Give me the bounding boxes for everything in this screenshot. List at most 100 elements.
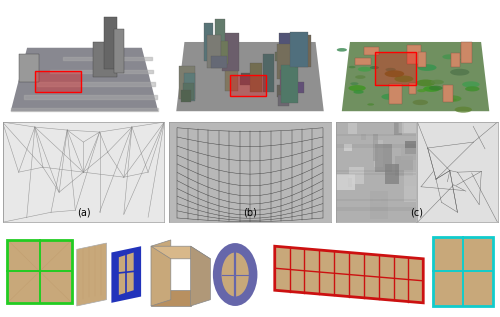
- Bar: [461, 45, 468, 55]
- Bar: [204, 23, 213, 61]
- Bar: [443, 85, 452, 102]
- Ellipse shape: [368, 103, 374, 106]
- Bar: [364, 47, 379, 55]
- Ellipse shape: [348, 66, 356, 68]
- Ellipse shape: [451, 58, 460, 61]
- Ellipse shape: [412, 100, 428, 105]
- Bar: [92, 42, 117, 77]
- Ellipse shape: [442, 54, 456, 59]
- Ellipse shape: [354, 90, 364, 94]
- Bar: [344, 144, 352, 152]
- Bar: [348, 123, 357, 134]
- Bar: [404, 170, 424, 186]
- Bar: [275, 52, 293, 61]
- Bar: [230, 75, 266, 96]
- Polygon shape: [176, 42, 324, 111]
- Ellipse shape: [416, 80, 436, 86]
- Bar: [222, 33, 239, 71]
- Ellipse shape: [418, 64, 436, 71]
- Bar: [278, 33, 298, 60]
- Bar: [19, 54, 38, 82]
- Polygon shape: [342, 42, 490, 111]
- Bar: [373, 134, 378, 161]
- Bar: [401, 148, 416, 160]
- Ellipse shape: [350, 82, 358, 85]
- Bar: [262, 54, 274, 92]
- Bar: [360, 134, 366, 140]
- Ellipse shape: [382, 94, 399, 100]
- Bar: [211, 55, 226, 68]
- Ellipse shape: [443, 95, 462, 102]
- Bar: [348, 178, 352, 187]
- Bar: [290, 32, 308, 68]
- Ellipse shape: [388, 84, 400, 88]
- Ellipse shape: [222, 253, 249, 296]
- Ellipse shape: [355, 75, 366, 79]
- Ellipse shape: [386, 68, 396, 71]
- Ellipse shape: [337, 48, 347, 52]
- Bar: [461, 42, 471, 63]
- Bar: [8, 240, 72, 303]
- Polygon shape: [151, 290, 190, 306]
- Bar: [396, 156, 413, 176]
- Bar: [356, 58, 372, 66]
- Bar: [433, 237, 492, 306]
- Bar: [394, 113, 402, 134]
- Text: (c): (c): [410, 208, 423, 218]
- Bar: [375, 144, 392, 172]
- Bar: [182, 83, 194, 100]
- Bar: [221, 41, 228, 64]
- Ellipse shape: [429, 86, 442, 90]
- Bar: [418, 52, 426, 67]
- Ellipse shape: [394, 75, 413, 82]
- Ellipse shape: [418, 89, 426, 92]
- Polygon shape: [119, 253, 134, 295]
- Bar: [336, 174, 354, 190]
- Polygon shape: [151, 240, 171, 306]
- Bar: [452, 53, 460, 67]
- Bar: [400, 123, 404, 133]
- Ellipse shape: [370, 66, 379, 69]
- Bar: [282, 65, 298, 103]
- Text: (b): (b): [243, 208, 257, 218]
- Ellipse shape: [462, 81, 479, 87]
- Bar: [8, 240, 72, 303]
- Ellipse shape: [465, 86, 479, 91]
- Polygon shape: [190, 246, 210, 306]
- Ellipse shape: [348, 85, 366, 91]
- Bar: [216, 19, 225, 56]
- Ellipse shape: [423, 86, 440, 92]
- Bar: [398, 121, 417, 133]
- Bar: [350, 166, 364, 184]
- Polygon shape: [10, 48, 158, 111]
- Bar: [250, 63, 262, 92]
- Bar: [433, 237, 492, 306]
- Ellipse shape: [384, 70, 404, 77]
- Bar: [406, 45, 422, 64]
- Bar: [225, 51, 238, 91]
- Bar: [374, 52, 416, 85]
- Ellipse shape: [450, 99, 456, 101]
- Bar: [36, 71, 81, 92]
- Bar: [280, 70, 288, 91]
- Polygon shape: [77, 243, 106, 306]
- Bar: [291, 82, 304, 93]
- Bar: [206, 35, 222, 68]
- Bar: [104, 16, 117, 68]
- Bar: [240, 73, 257, 83]
- Bar: [277, 85, 293, 97]
- Ellipse shape: [454, 107, 472, 113]
- Bar: [372, 198, 382, 203]
- Bar: [370, 191, 388, 219]
- Ellipse shape: [213, 243, 258, 306]
- Bar: [276, 44, 291, 79]
- Bar: [114, 29, 124, 73]
- Ellipse shape: [450, 69, 469, 75]
- Ellipse shape: [358, 67, 372, 72]
- Bar: [184, 73, 195, 101]
- Bar: [404, 186, 417, 202]
- Ellipse shape: [370, 51, 380, 55]
- Bar: [406, 140, 420, 154]
- Bar: [409, 83, 416, 94]
- Bar: [180, 89, 192, 102]
